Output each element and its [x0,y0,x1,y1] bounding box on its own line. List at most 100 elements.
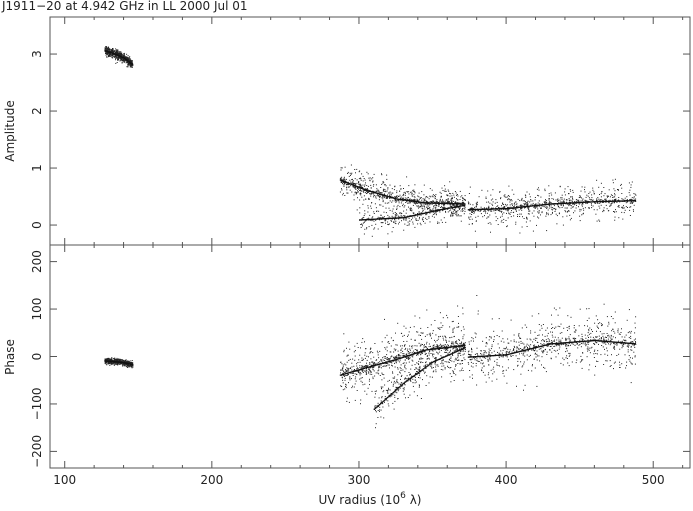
amplitude-data-point [435,194,437,196]
amplitude-trend-point [558,202,561,205]
amplitude-data-point [384,189,386,190]
amplitude-data-point [468,216,470,218]
amplitude-data-point [420,205,422,207]
amplitude-data-point [420,224,422,226]
amplitude-data-point [429,210,431,212]
amplitude-data-point [126,61,128,63]
phase-data-point [114,357,116,359]
phase-data-point [119,360,121,362]
amplitude-data-point [442,209,444,211]
amplitude-trend-point [360,219,362,221]
amplitude-data-point [519,216,521,217]
amplitude-data-point [553,198,554,200]
amplitude-data-point [128,57,130,59]
amplitude-data-point [112,53,114,55]
amplitude-data-point [522,205,524,207]
amplitude-data-point [572,198,574,200]
amplitude-data-point [548,199,550,201]
amplitude-data-point [614,196,616,198]
amplitude-data-point [502,222,504,223]
amplitude-data-point [551,194,553,196]
amplitude-trend-point [402,199,404,201]
amplitude-data-point [487,190,489,192]
amplitude-data-point [403,194,405,195]
amplitude-data-point [382,205,384,207]
amplitude-data-point [551,212,553,214]
amplitude-data-point [462,210,463,212]
phase-data-point [396,344,398,346]
amplitude-data-point [557,206,559,208]
amplitude-data-point [414,198,416,200]
amplitude-data-point [532,200,534,202]
amplitude-trend-point [426,212,428,214]
amplitude-data-point [418,218,420,220]
amplitude-trend-point [113,53,115,55]
amplitude-data-point [366,192,368,194]
amplitude-data-point [469,213,471,215]
amplitude-data-point [109,50,111,51]
phase-data-point [423,370,425,372]
amplitude-data-point [456,211,458,213]
amplitude-data-point [593,191,595,193]
amplitude-trend-point [576,202,578,204]
amplitude-trend-point [459,203,462,205]
amplitude-data-point [379,204,381,206]
amplitude-data-point [405,212,407,214]
amplitude-data-point [393,205,395,207]
amplitude-data-point [117,55,119,57]
phase-data-point [372,366,374,368]
amplitude-data-point [352,181,354,183]
amplitude-data-point [453,213,455,214]
amplitude-data-point [409,215,411,216]
amplitude-data-point [462,200,464,202]
amplitude-data-point [418,213,420,214]
amplitude-data-point [349,179,351,181]
amplitude-trend-point [494,208,496,210]
amplitude-trend-point [344,181,346,183]
amplitude-data-point [394,200,396,202]
amplitude-data-point [381,173,382,175]
phase-data-point [116,363,118,365]
amplitude-trend-point [453,206,455,208]
amplitude-trend-point [107,51,109,53]
amplitude-data-point [456,198,457,200]
amplitude-trend-point [404,216,406,219]
amplitude-data-point [608,189,610,191]
amplitude-trend-point [371,191,373,193]
amplitude-trend-point [594,201,596,203]
phase-data-point [352,385,353,387]
amplitude-trend-point [424,212,426,214]
amplitude-data-point [566,215,568,217]
phase-data-point [444,344,446,345]
phase-data-point [388,379,390,381]
amplitude-data-point [423,199,425,201]
amplitude-trend-point [348,182,350,185]
amplitude-data-point [454,212,456,214]
amplitude-data-point [629,194,631,196]
amplitude-data-point [508,212,510,214]
amplitude-data-point [456,204,458,206]
amplitude-data-point [394,212,396,213]
amplitude-data-point [550,202,552,204]
amplitude-data-point [382,189,384,191]
amplitude-data-point [358,183,360,185]
amplitude-data-point [567,203,569,205]
phase-data-point [437,364,439,366]
amplitude-data-point [454,205,456,207]
amplitude-data-point [456,202,458,204]
amplitude-data-point [347,192,349,194]
amplitude-data-point [476,201,478,203]
phase-data-point [342,369,344,371]
amplitude-data-point [487,209,488,211]
amplitude-trend-point [577,202,579,204]
amplitude-trend-point [478,208,480,211]
amplitude-trend-point [615,200,617,202]
amplitude-data-point [380,214,382,216]
amplitude-data-point [115,59,116,61]
amplitude-data-point [529,196,531,198]
amplitude-data-point [368,217,370,219]
amplitude-trend-point [423,202,425,204]
amplitude-data-point [502,207,504,209]
phase-data-point [111,363,113,365]
phase-data-point [114,358,116,360]
